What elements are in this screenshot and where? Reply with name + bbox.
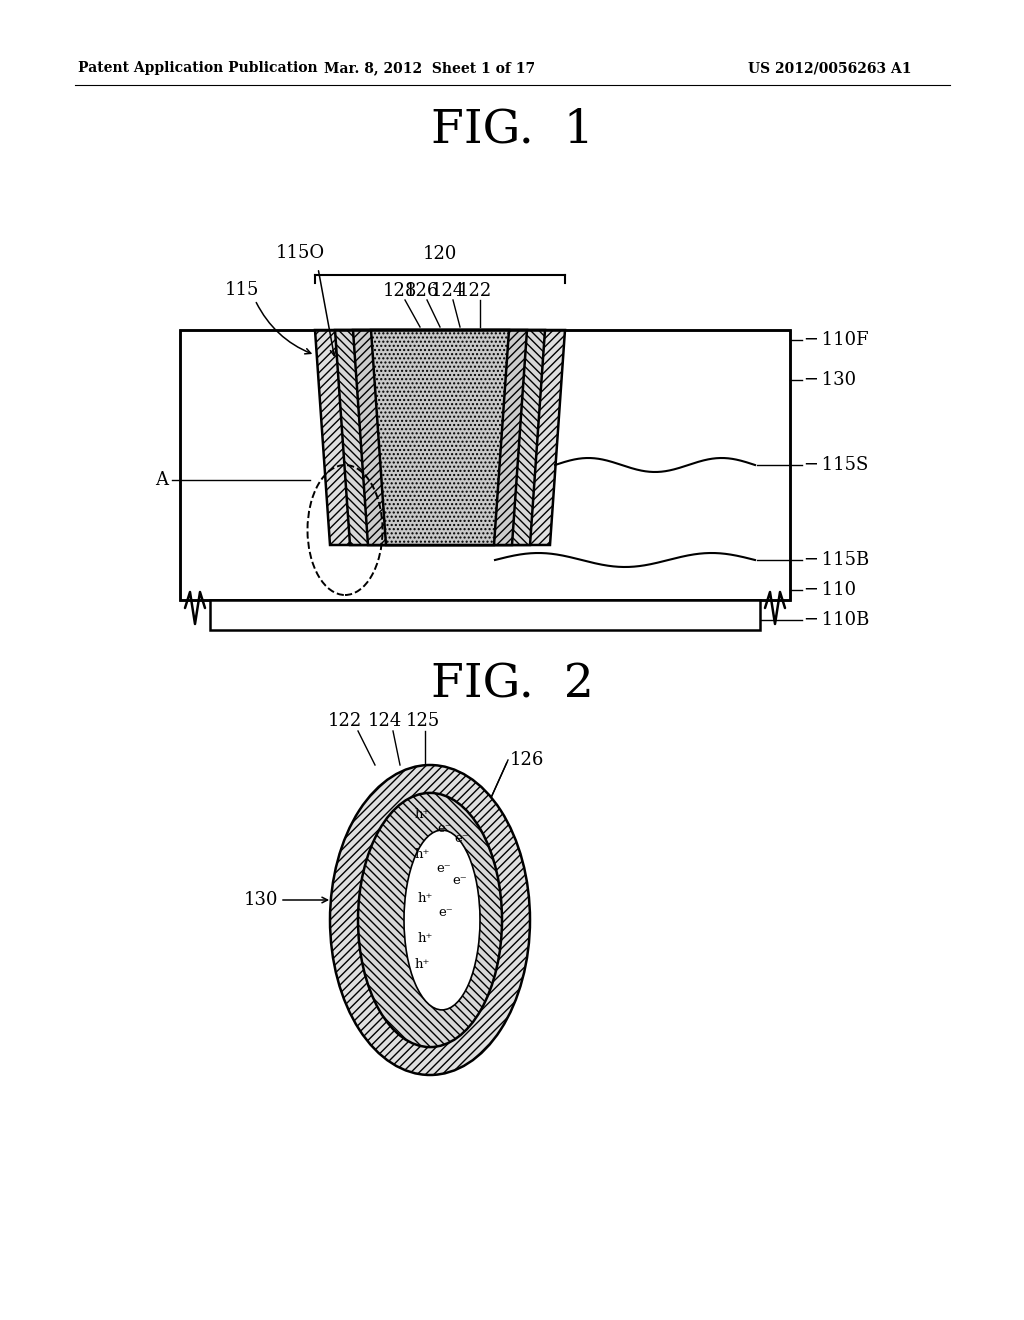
Text: ─ 115S: ─ 115S xyxy=(805,455,868,474)
Text: 124: 124 xyxy=(431,282,465,300)
Text: h⁺: h⁺ xyxy=(418,891,433,904)
Text: 115: 115 xyxy=(225,281,259,300)
Polygon shape xyxy=(371,330,509,545)
Text: h⁺: h⁺ xyxy=(415,849,430,862)
Text: 126: 126 xyxy=(404,282,439,300)
Text: ─ 110F: ─ 110F xyxy=(805,331,868,348)
Text: FIG.  2: FIG. 2 xyxy=(430,663,594,708)
Polygon shape xyxy=(353,330,527,545)
Text: 120: 120 xyxy=(423,246,457,263)
Text: FIG.  1: FIG. 1 xyxy=(430,107,594,153)
Polygon shape xyxy=(315,330,565,545)
Ellipse shape xyxy=(358,793,502,1047)
Text: ─ 115B: ─ 115B xyxy=(805,550,869,569)
Ellipse shape xyxy=(330,766,530,1074)
Ellipse shape xyxy=(404,830,480,1010)
Text: Patent Application Publication: Patent Application Publication xyxy=(78,61,317,75)
Text: 126: 126 xyxy=(510,751,545,770)
Text: e⁻: e⁻ xyxy=(436,862,452,874)
Text: h⁺: h⁺ xyxy=(415,958,430,972)
Text: e⁻: e⁻ xyxy=(438,906,454,919)
Text: e⁻: e⁻ xyxy=(437,821,453,834)
Text: e⁻: e⁻ xyxy=(455,832,469,845)
Text: ─ 110: ─ 110 xyxy=(805,581,856,599)
Text: 125: 125 xyxy=(406,711,440,730)
Text: 122: 122 xyxy=(458,282,493,300)
Text: A: A xyxy=(155,471,168,488)
Text: h⁺: h⁺ xyxy=(415,808,430,821)
Text: h⁺: h⁺ xyxy=(418,932,433,945)
Text: 115O: 115O xyxy=(275,244,325,261)
Text: 124: 124 xyxy=(368,711,402,730)
Text: ─ 130: ─ 130 xyxy=(805,371,856,389)
Text: 122: 122 xyxy=(328,711,362,730)
Bar xyxy=(210,601,760,630)
Bar xyxy=(180,330,790,601)
Text: e⁻: e⁻ xyxy=(453,874,467,887)
Text: Mar. 8, 2012  Sheet 1 of 17: Mar. 8, 2012 Sheet 1 of 17 xyxy=(325,61,536,75)
Polygon shape xyxy=(335,330,545,545)
Bar xyxy=(180,330,790,601)
Text: ─ 110B: ─ 110B xyxy=(805,611,869,630)
Text: US 2012/0056263 A1: US 2012/0056263 A1 xyxy=(748,61,911,75)
Text: 130: 130 xyxy=(244,891,278,909)
Text: 128: 128 xyxy=(383,282,417,300)
